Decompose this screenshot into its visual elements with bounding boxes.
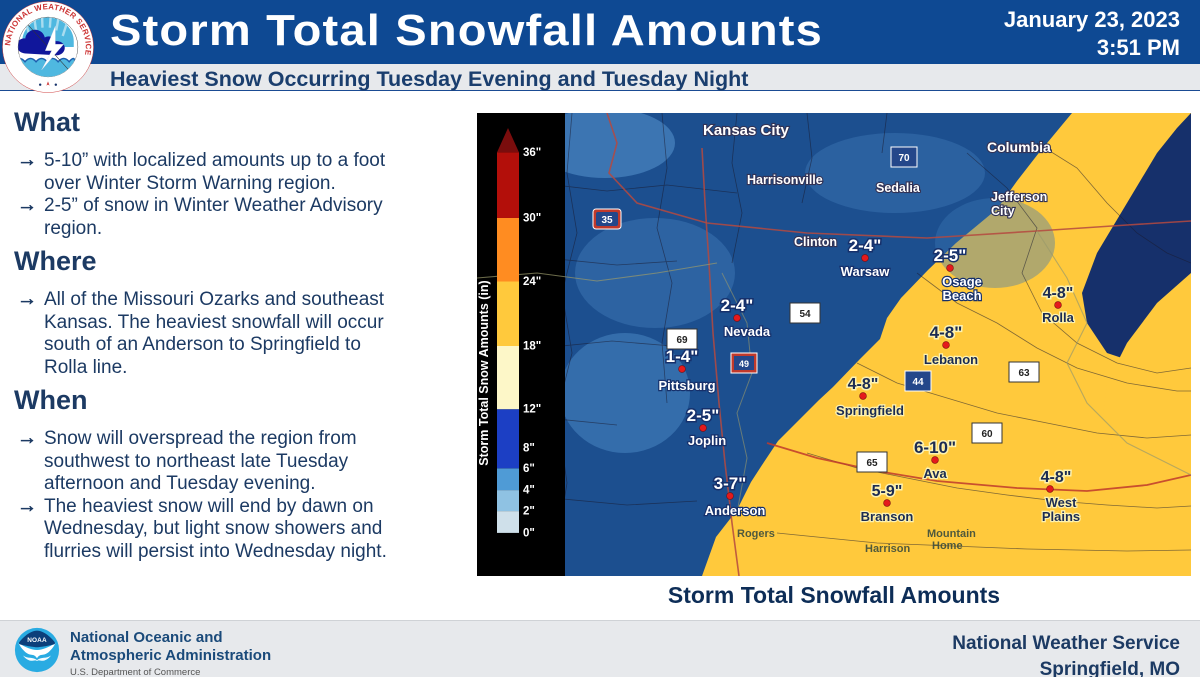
svg-text:Osage: Osage	[942, 274, 982, 289]
svg-text:65: 65	[866, 458, 878, 469]
svg-text:6": 6"	[523, 463, 535, 475]
svg-text:4-8": 4-8"	[848, 376, 879, 393]
svg-text:1-4": 1-4"	[666, 347, 699, 366]
svg-text:Beach: Beach	[942, 288, 981, 303]
svg-text:60: 60	[981, 429, 993, 440]
svg-text:5-9": 5-9"	[872, 483, 903, 500]
svg-text:Plains: Plains	[1042, 509, 1080, 524]
svg-text:36": 36"	[523, 147, 541, 159]
svg-text:Rogers: Rogers	[737, 528, 775, 540]
svg-text:Harrisonville: Harrisonville	[747, 173, 823, 187]
svg-text:24": 24"	[523, 276, 541, 288]
svg-text:2": 2"	[523, 506, 535, 518]
svg-text:63: 63	[1018, 368, 1030, 379]
svg-text:Anderson: Anderson	[705, 503, 766, 518]
svg-text:Harrison: Harrison	[865, 543, 911, 555]
svg-text:2-4": 2-4"	[849, 236, 882, 255]
svg-text:4-8": 4-8"	[1041, 469, 1072, 486]
svg-text:Warsaw: Warsaw	[841, 264, 891, 279]
svg-text:West: West	[1046, 495, 1077, 510]
svg-text:18": 18"	[523, 341, 541, 353]
svg-text:Rolla: Rolla	[1042, 310, 1075, 325]
svg-text:Columbia: Columbia	[987, 139, 1051, 155]
svg-text:69: 69	[676, 335, 688, 346]
svg-text:6-10": 6-10"	[914, 438, 956, 457]
svg-text:Clinton: Clinton	[794, 235, 837, 249]
svg-text:Springfield: Springfield	[836, 403, 904, 418]
svg-text:30": 30"	[523, 213, 541, 225]
svg-text:2-4": 2-4"	[721, 296, 754, 315]
svg-text:12": 12"	[523, 404, 541, 416]
svg-text:4-8": 4-8"	[930, 323, 963, 342]
svg-text:44: 44	[912, 377, 924, 388]
svg-text:Jefferson: Jefferson	[991, 190, 1047, 204]
svg-text:Branson: Branson	[861, 509, 914, 524]
svg-text:70: 70	[898, 153, 910, 164]
svg-text:8": 8"	[523, 443, 535, 455]
svg-text:Home: Home	[932, 540, 963, 552]
svg-text:2-5": 2-5"	[687, 406, 720, 425]
svg-text:NOAA: NOAA	[27, 637, 47, 644]
svg-text:Mountain: Mountain	[927, 528, 976, 540]
svg-text:Pittsburg: Pittsburg	[658, 378, 715, 393]
svg-text:Storm Total Snow Amounts (in): Storm Total Snow Amounts (in)	[477, 280, 491, 465]
svg-text:Sedalia: Sedalia	[876, 181, 921, 195]
svg-text:4-8": 4-8"	[1043, 285, 1074, 302]
svg-text:Nevada: Nevada	[724, 324, 771, 339]
svg-text:Joplin: Joplin	[688, 433, 726, 448]
svg-text:54: 54	[799, 309, 811, 320]
svg-text:Ava: Ava	[923, 466, 947, 481]
svg-text:Lebanon: Lebanon	[924, 352, 978, 367]
svg-text:3-7": 3-7"	[714, 474, 747, 493]
svg-text:Kansas City: Kansas City	[703, 122, 790, 139]
svg-text:0": 0"	[523, 527, 535, 539]
svg-text:4": 4"	[523, 485, 535, 497]
svg-text:City: City	[991, 204, 1015, 218]
svg-text:35: 35	[601, 215, 613, 226]
svg-text:2-5": 2-5"	[934, 246, 967, 265]
svg-text:49: 49	[739, 359, 749, 369]
